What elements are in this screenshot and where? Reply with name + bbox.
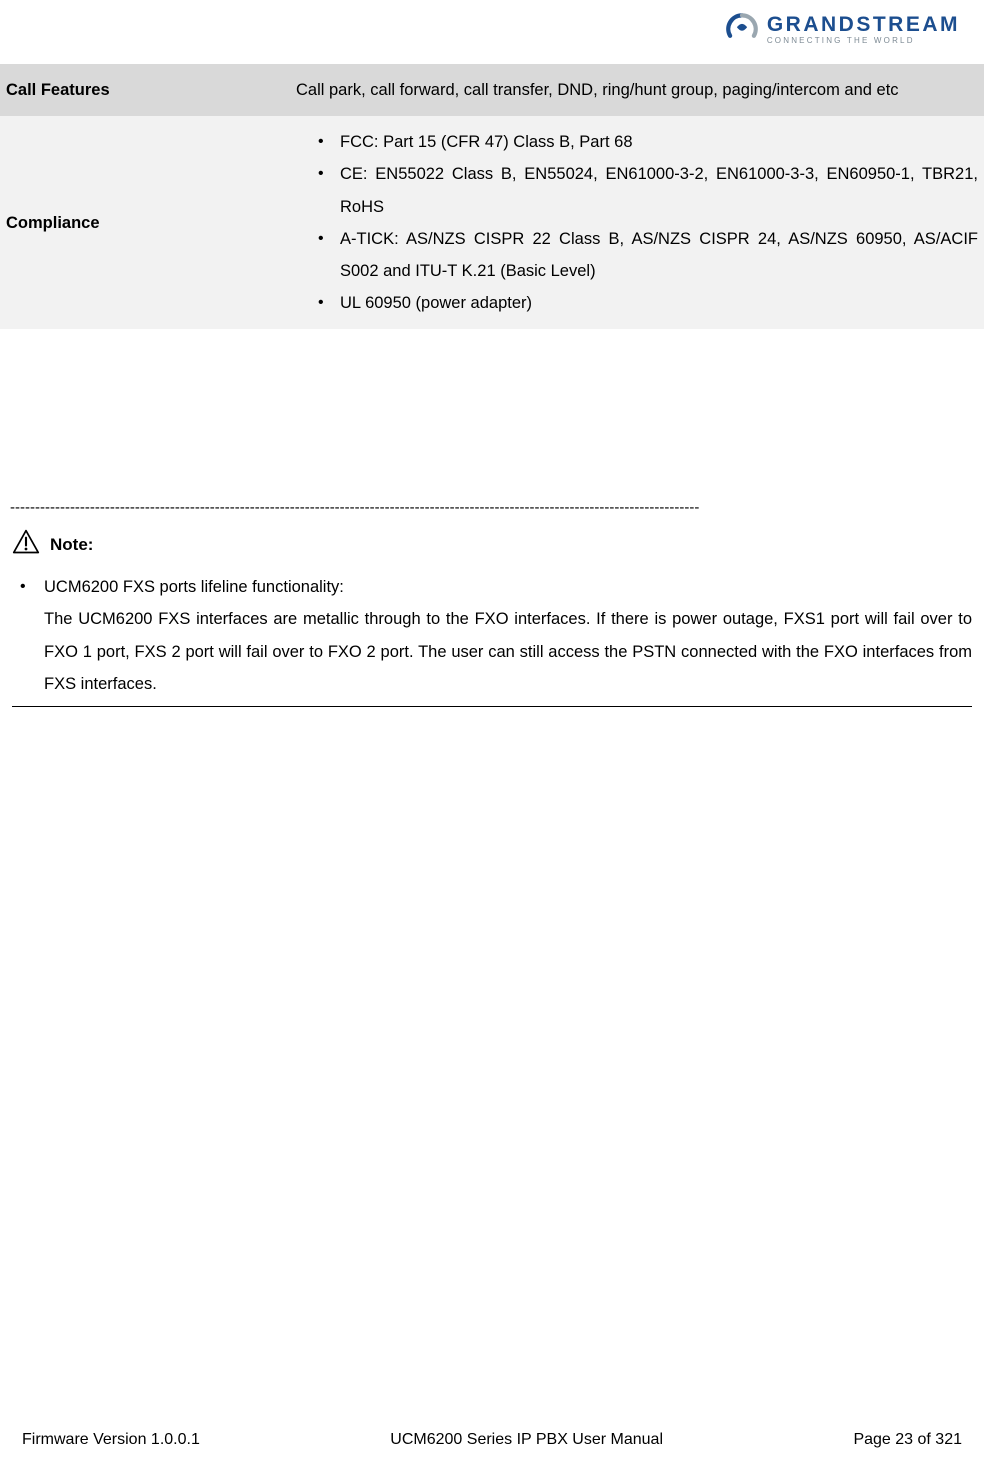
footer-firmware: Firmware Version 1.0.0.1 — [22, 1431, 200, 1449]
row-label: Compliance — [0, 116, 290, 329]
table-row: Compliance FCC: Part 15 (CFR 47) Class B… — [0, 116, 984, 329]
note-list: UCM6200 FXS ports lifeline functionality… — [16, 571, 972, 700]
warning-icon — [12, 528, 40, 561]
footer-page: Page 23 of 321 — [853, 1431, 962, 1449]
note-item-title: UCM6200 FXS ports lifeline functionality… — [44, 571, 972, 603]
brand-logo-icon — [725, 12, 759, 46]
bullet-item: A-TICK: AS/NZS CISPR 22 Class B, AS/NZS … — [318, 223, 978, 287]
bullet-item: CE: EN55022 Class B, EN55024, EN61000-3-… — [318, 158, 978, 222]
row-value: FCC: Part 15 (CFR 47) Class B, Part 68 C… — [290, 116, 984, 329]
row-value: Call park, call forward, call transfer, … — [290, 64, 984, 116]
note-divider — [12, 706, 972, 707]
note-body: UCM6200 FXS ports lifeline functionality… — [0, 571, 984, 700]
bullet-item: UL 60950 (power adapter) — [318, 287, 978, 319]
page-footer: Firmware Version 1.0.0.1 UCM6200 Series … — [0, 1431, 984, 1449]
brand-name: GRANDSTREAM — [767, 14, 960, 35]
note-item: UCM6200 FXS ports lifeline functionality… — [16, 571, 972, 700]
brand-tagline: CONNECTING THE WORLD — [767, 37, 960, 45]
bullet-item: FCC: Part 15 (CFR 47) Class B, Part 68 — [318, 126, 978, 158]
note-item-body: The UCM6200 FXS interfaces are metallic … — [44, 603, 972, 700]
page: GRANDSTREAM CONNECTING THE WORLD Call Fe… — [0, 0, 984, 1477]
table-row: Call Features Call park, call forward, c… — [0, 64, 984, 116]
separator-dashes: ----------------------------------------… — [10, 499, 974, 516]
bullet-list: FCC: Part 15 (CFR 47) Class B, Part 68 C… — [296, 126, 978, 319]
brand-logo: GRANDSTREAM CONNECTING THE WORLD — [725, 12, 960, 46]
row-label: Call Features — [0, 64, 290, 116]
note-heading: Note: — [0, 526, 984, 571]
footer-title: UCM6200 Series IP PBX User Manual — [390, 1431, 663, 1449]
brand-text: GRANDSTREAM CONNECTING THE WORLD — [767, 14, 960, 45]
note-label: Note: — [50, 535, 93, 555]
spec-table: Call Features Call park, call forward, c… — [0, 64, 984, 329]
page-header: GRANDSTREAM CONNECTING THE WORLD — [0, 12, 984, 64]
